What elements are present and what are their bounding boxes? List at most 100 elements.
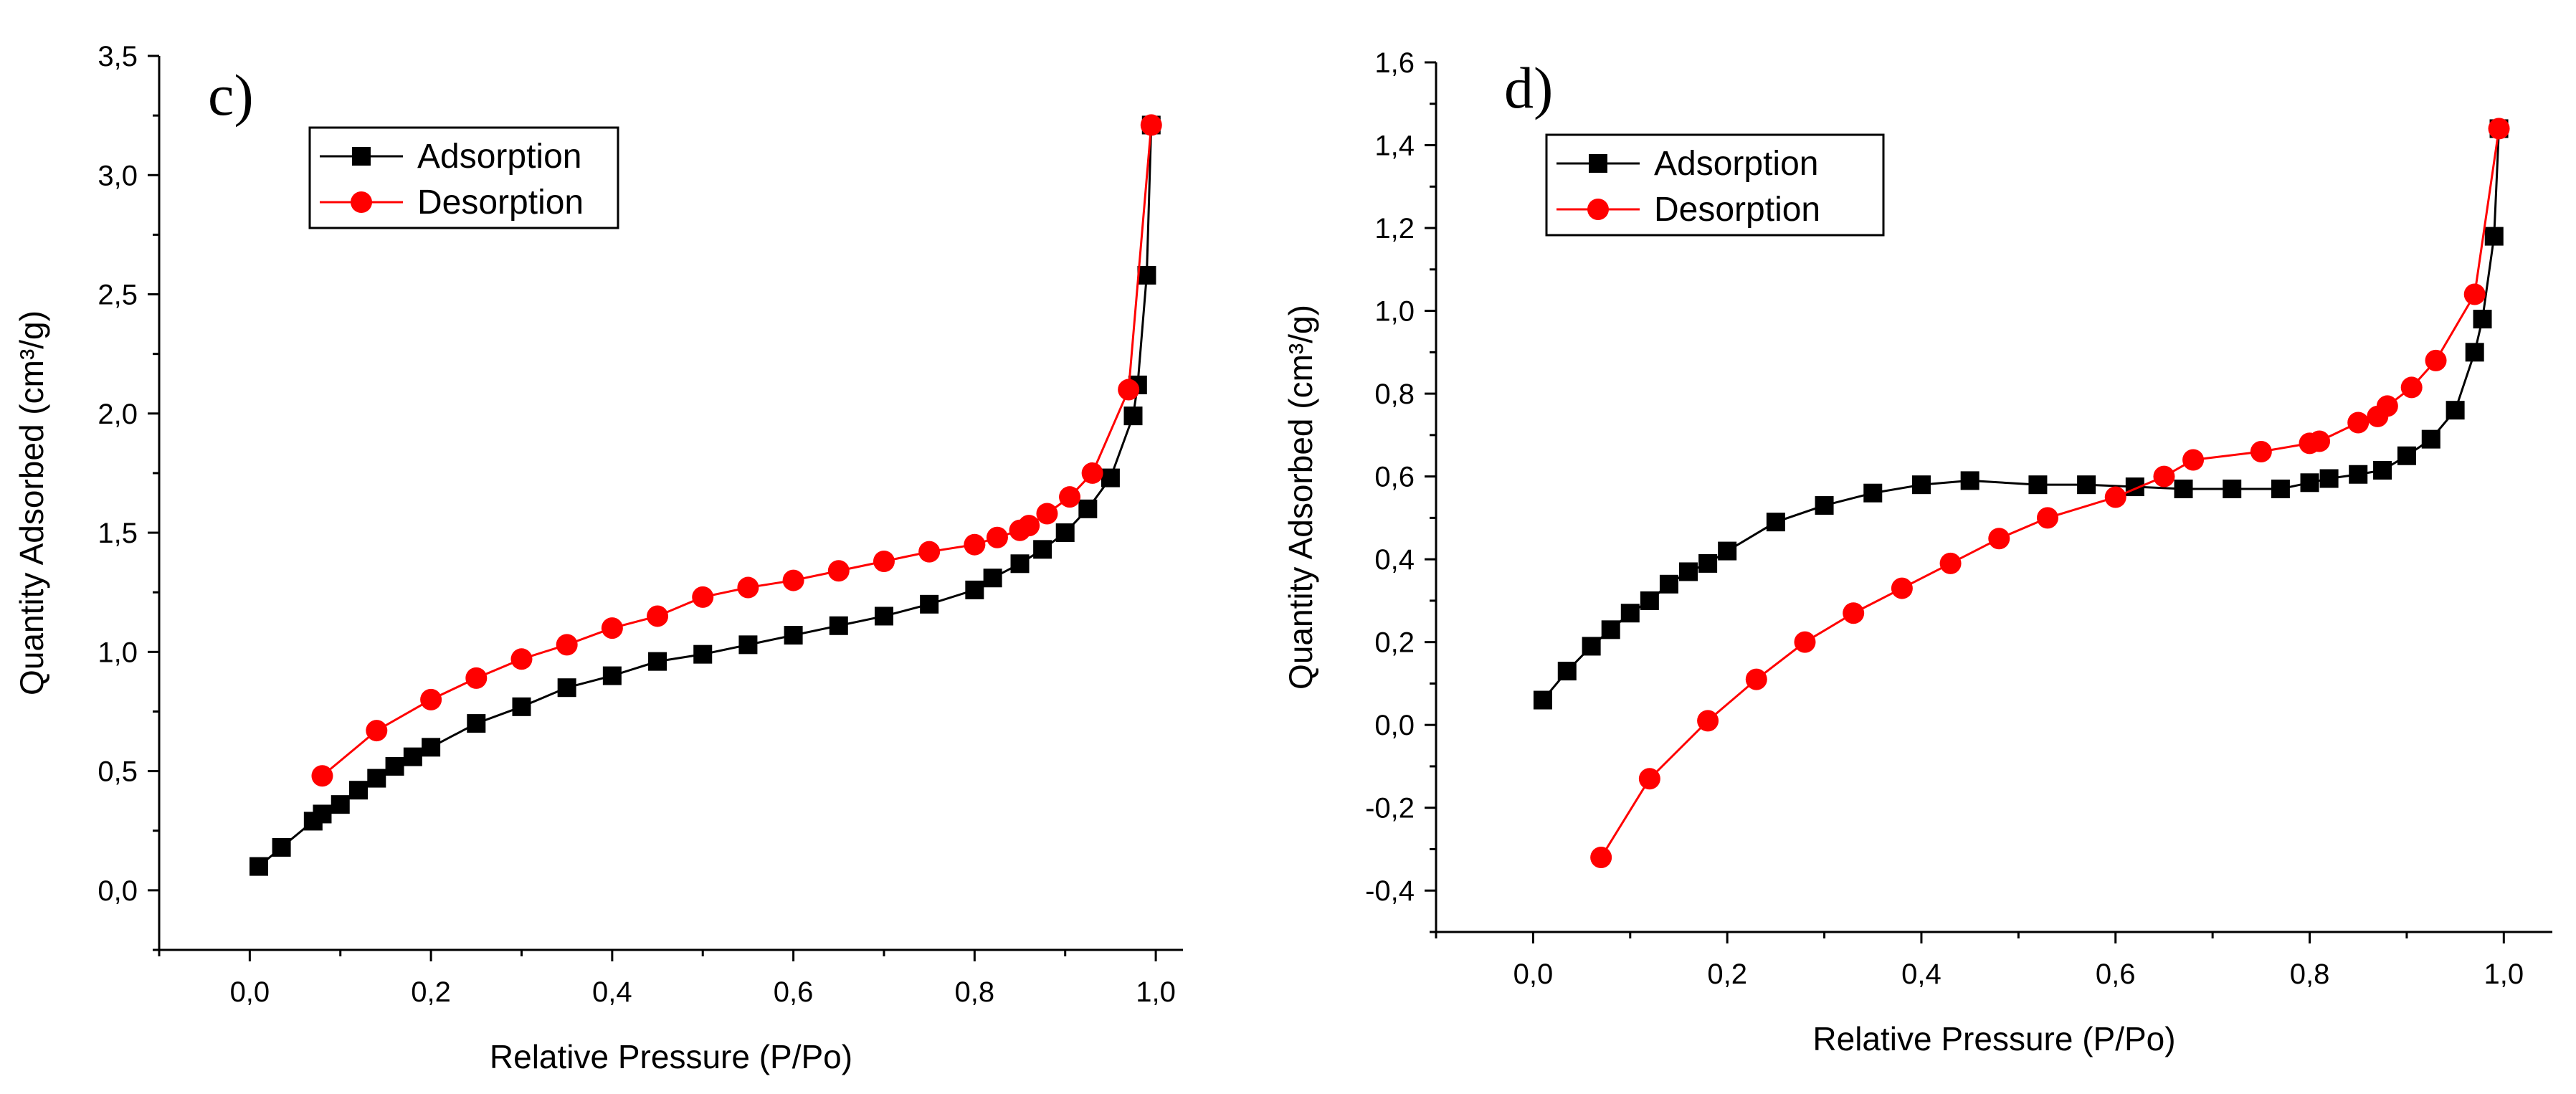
data-point-square (1659, 574, 1678, 594)
x-tick-label: 1,0 (2484, 959, 2524, 990)
data-point-circle (2400, 376, 2423, 399)
series-line-desorption (1600, 128, 2501, 858)
y-tick-label: 1,5 (98, 518, 138, 549)
data-point-circle (510, 648, 533, 670)
data-point-circle (873, 550, 895, 572)
data-point-circle (2488, 118, 2510, 140)
series-desorption (1590, 118, 2510, 869)
data-point-circle (2104, 486, 2126, 508)
data-point-circle (311, 765, 333, 787)
data-point-square (2421, 429, 2440, 449)
data-point-square (331, 795, 350, 814)
data-point-square (1960, 471, 1979, 490)
data-point-square (983, 569, 1002, 588)
x-tick-label: 1,0 (1136, 976, 1176, 1008)
data-point-square (557, 678, 576, 698)
data-point-square (2484, 227, 2504, 246)
legend-item-desorption: Desorption (1556, 191, 1820, 229)
data-point-square (2174, 479, 2193, 498)
data-point-square (1863, 483, 1883, 503)
data-point-square (2028, 475, 2048, 495)
data-point-circle (737, 576, 759, 599)
data-point-square (249, 857, 269, 876)
data-point-square (2465, 343, 2484, 362)
data-point-square (272, 838, 291, 857)
data-point-circle (2463, 283, 2486, 305)
data-point-square (1911, 475, 1931, 495)
y-tick-label: 1,2 (1374, 213, 1415, 244)
data-point-square (1718, 541, 1737, 561)
legend-label: Adsorption (417, 138, 581, 176)
data-point-square (1582, 637, 1601, 656)
data-point-circle (2182, 449, 2205, 471)
data-point-square (1033, 540, 1052, 559)
x-tick-label: 0,0 (1513, 959, 1554, 990)
x-axis-title: Relative Pressure (P/Po) (490, 1038, 852, 1075)
data-point-circle (366, 720, 388, 742)
data-point-square (693, 644, 713, 664)
data-point-square (2473, 310, 2492, 329)
data-point-square (1078, 499, 1098, 518)
data-point-square (1679, 562, 1698, 581)
data-point-square (367, 769, 386, 788)
legend-item-desorption: Desorption (320, 184, 584, 222)
data-point-circle (601, 617, 623, 639)
data-point-square (1123, 406, 1143, 426)
y-tick-label: 0,4 (1374, 544, 1415, 576)
y-tick-label: 2,0 (98, 399, 138, 430)
legend-marker-circle (351, 191, 372, 213)
data-point-circle (1988, 528, 2010, 550)
y-tick-label: 0,5 (98, 756, 138, 788)
legend: Adsorption Desorption (1545, 133, 1885, 237)
data-point-square (1601, 620, 1620, 639)
y-tick-label: 0,2 (1374, 627, 1415, 659)
y-tick-label: 1,0 (98, 637, 138, 668)
y-tick-label: 0,0 (98, 875, 138, 907)
data-point-circle (2153, 465, 2175, 487)
data-point-square (602, 666, 622, 685)
x-tick-label: 0,2 (411, 976, 451, 1008)
data-point-square (2319, 469, 2339, 488)
data-point-square (1010, 554, 1030, 574)
data-point-square (2446, 401, 2465, 420)
data-point-circle (1891, 577, 1913, 599)
data-point-square (829, 616, 848, 635)
series-desorption (311, 114, 1162, 787)
data-point-circle (1118, 379, 1140, 401)
data-point-circle (647, 605, 669, 627)
x-tick-label: 0,8 (955, 976, 995, 1008)
x-tick-label: 0,4 (1901, 959, 1941, 990)
legend-label: Desorption (417, 184, 584, 222)
y-axis-title: Quantity Adsorbed (cm³/g) (13, 310, 50, 695)
data-point-square (467, 714, 486, 733)
data-point-square (1137, 265, 1156, 285)
data-point-circle (1697, 710, 1719, 732)
data-point-square (422, 738, 441, 757)
data-point-circle (1036, 503, 1058, 525)
data-point-circle (1140, 114, 1162, 136)
data-point-square (2223, 479, 2242, 498)
y-tick-label: 0,0 (1374, 710, 1415, 741)
series-line-adsorption (258, 125, 1153, 867)
panel-label: d) (1504, 55, 1553, 120)
data-point-circle (465, 667, 488, 689)
data-point-square (1698, 553, 1718, 573)
panel-label: c) (208, 62, 254, 128)
data-point-circle (692, 586, 714, 608)
x-tick-label: 0,8 (2290, 959, 2330, 990)
x-tick-label: 0,2 (1707, 959, 1747, 990)
data-point-circle (2309, 430, 2331, 452)
series-adsorption (249, 115, 1161, 876)
y-tick-label: 3,5 (98, 41, 138, 72)
data-point-square (2077, 475, 2096, 495)
data-point-square (1766, 513, 1785, 532)
data-point-circle (1745, 668, 1767, 690)
chart-panel-d: -0,4 -0,2 0,0 0,2 0,4 0,6 0,8 1,0 1,2 1,4 1,6 0,0 0,… (1282, 47, 2552, 1057)
data-point-circle (2425, 349, 2447, 371)
data-point-square (2349, 465, 2368, 484)
data-point-circle (2250, 440, 2272, 462)
data-point-circle (964, 533, 986, 556)
y-tick-label: -0,2 (1365, 793, 1415, 824)
data-point-square (784, 626, 803, 645)
y-tick-label: 1,6 (1374, 47, 1415, 79)
